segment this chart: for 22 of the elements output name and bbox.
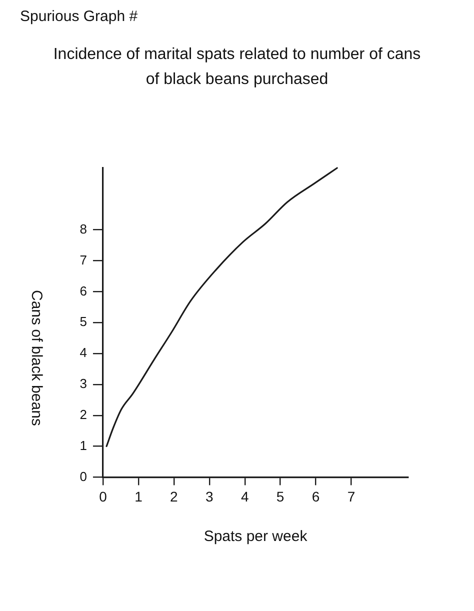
y-tick-label: 7 xyxy=(80,252,87,268)
line-series xyxy=(106,167,338,448)
chart-title: Spurious Graph # xyxy=(20,8,138,25)
y-tick-label: 5 xyxy=(80,314,87,330)
y-tick-label: 4 xyxy=(80,345,87,360)
x-tick-label: 6 xyxy=(312,488,320,504)
x-axis-title: Spats per week xyxy=(204,528,308,546)
y-tick-label: 0 xyxy=(80,468,87,484)
y-tick-label: 1 xyxy=(80,438,87,453)
chart-subtitle: Incidence of marital spats related to number of cans of black beans purchased xyxy=(52,45,422,90)
x-tick-label: 3 xyxy=(205,488,214,504)
x-tick-label: 1 xyxy=(134,488,143,504)
y-tick-label: 8 xyxy=(80,221,87,236)
x-tick-label: 7 xyxy=(347,488,356,504)
x-tick-label: 0 xyxy=(99,488,108,504)
y-tick-label: 3 xyxy=(80,376,87,392)
y-axis-title: Cans of black beans xyxy=(28,290,45,426)
x-tick-label: 5 xyxy=(276,488,284,504)
x-tick-label: 4 xyxy=(240,488,249,504)
y-tick-label: 6 xyxy=(80,283,87,298)
x-tick-label: 2 xyxy=(170,488,178,504)
y-tick-label: 2 xyxy=(80,406,87,422)
